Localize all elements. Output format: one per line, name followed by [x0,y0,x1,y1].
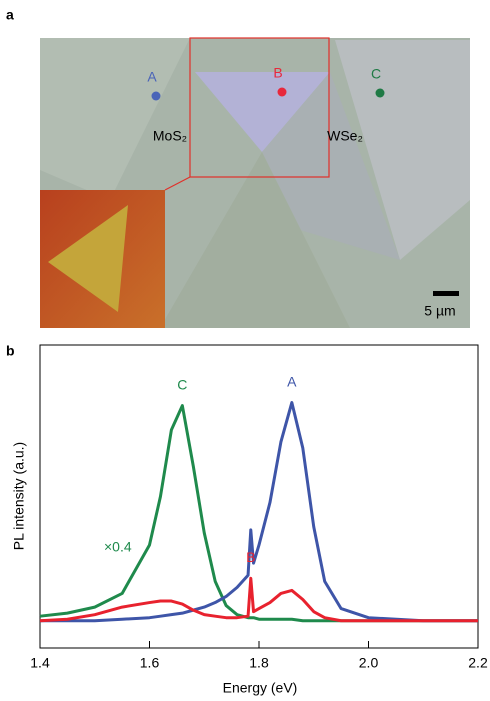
line-series [39,576,478,623]
x-tick-label: 2.2 [468,655,488,671]
material-label: WSe₂ [327,128,363,144]
line-series [40,401,478,623]
sample-point [375,88,385,98]
point-label: C [371,66,381,82]
x-tick-label: 2.0 [359,655,379,671]
point-label: B [273,65,282,81]
x-tick-label: 1.4 [30,655,50,671]
material-label: MoS₂ [153,128,187,144]
y-axis-title: PL intensity (a.u.) [11,442,27,550]
sample-point [277,87,287,97]
line-series [39,404,478,623]
series-label: C [177,376,187,392]
x-axis-title: Energy (eV) [223,680,298,696]
panel-label: a [6,7,14,23]
point-label: A [147,69,157,85]
series-label: A [287,373,297,389]
micrograph [40,37,470,328]
x-tick-label: 1.8 [249,655,269,671]
scale-bar-label: 5 µm [424,303,455,319]
panel-label: b [6,343,15,359]
series-label: B [246,549,255,565]
x-tick-label: 1.6 [140,655,160,671]
sample-point [151,91,161,101]
annotation: ×0.4 [104,539,132,555]
